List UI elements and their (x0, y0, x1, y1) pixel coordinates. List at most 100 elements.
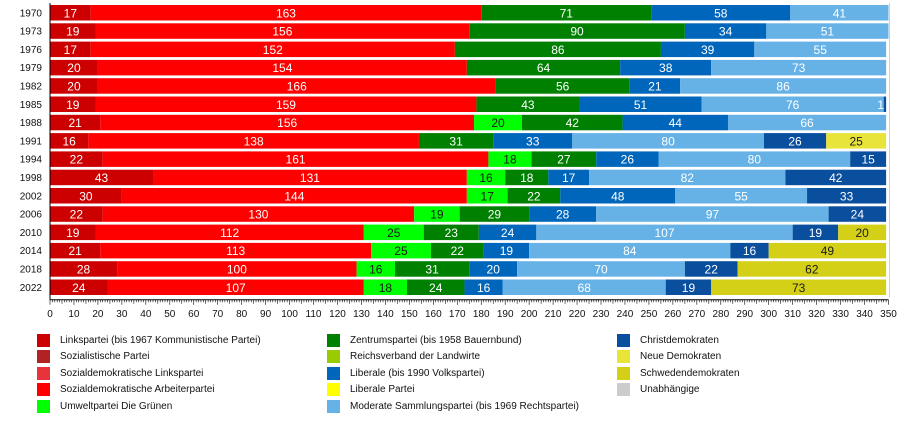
bar-row-2022: 2022 24 107 18 24 16 68 19 73 (20, 279, 887, 297)
bar-segment-V (50, 5, 91, 21)
bar-segment-V (50, 188, 122, 204)
data-label: 18 (379, 281, 393, 295)
year-label: 1991 (20, 136, 43, 147)
bar-segment-MP (488, 151, 532, 167)
bar-segment-V (50, 41, 91, 58)
legend-swatch (327, 350, 340, 363)
bar-segment-V (50, 279, 108, 295)
bar-segment-C (481, 5, 652, 21)
bar-segment-V (50, 23, 96, 39)
legend-label: Sozialdemokratische Linkspartei (60, 367, 204, 379)
bar-segment-M (701, 96, 884, 112)
data-label: 31 (425, 262, 439, 276)
bar-segment-KD (883, 96, 887, 112)
legend-label: Zentrumspartei (bis 1958 Bauernbund) (350, 334, 522, 346)
bar-segment-V (50, 114, 101, 131)
legend-label: Moderate Sammlungspartei (bis 1969 Recht… (350, 400, 579, 412)
x-tick-label: 40 (140, 309, 152, 320)
bar-segment-V (50, 151, 103, 167)
legend-swatch (37, 333, 50, 347)
data-label: 29 (488, 208, 502, 222)
bar-segment-S (95, 224, 364, 241)
data-label: 17 (562, 171, 576, 185)
x-tick-label: 180 (473, 309, 490, 320)
bar-segment-L (651, 5, 791, 21)
bar-segment-MP (414, 206, 460, 222)
data-label: 20 (67, 61, 81, 75)
legend-swatch (37, 399, 50, 413)
x-tick-label: 240 (617, 309, 634, 320)
bar-segment-MP (371, 242, 431, 259)
data-label: 68 (578, 281, 592, 295)
data-label: 26 (621, 153, 635, 167)
bar-segment-L (464, 279, 503, 295)
bar-segment-C (476, 96, 580, 112)
bar-segment-C (521, 114, 623, 131)
bar-segment-NyD (826, 133, 887, 149)
bar-segment-V (50, 78, 98, 94)
data-label: 19 (500, 244, 514, 258)
bar-segment-M (596, 206, 829, 222)
data-label: 34 (719, 25, 733, 39)
data-label: 19 (809, 226, 823, 240)
data-label: 21 (648, 79, 662, 93)
data-label: 97 (706, 208, 720, 222)
bar-segment-MP (466, 169, 506, 186)
bar-segment-MP (356, 261, 395, 277)
data-label: 42 (829, 171, 843, 185)
bar-segment-S (102, 151, 489, 167)
bar-segment-L (529, 206, 597, 222)
bar-segment-C (531, 151, 597, 167)
bar-segment-S (117, 261, 357, 277)
legend-item-RL: Reichsverband der Landwirte (327, 349, 480, 365)
bar-row-1994: 1994 22 161 18 27 26 80 15 (20, 151, 887, 169)
x-tick-label: 20 (92, 309, 104, 320)
bar-segment-KD (684, 261, 738, 277)
x-tick-label: 350 (880, 309, 897, 320)
legend-label: Sozialdemokratische Arbeiterpartei (60, 384, 215, 395)
data-label: 22 (451, 244, 465, 258)
bar-row-1998: 1998 43 131 16 18 17 82 42 (20, 169, 887, 188)
data-label: 25 (394, 244, 408, 258)
legend-swatch (327, 366, 340, 380)
data-label: 19 (430, 208, 444, 222)
data-label: 55 (734, 189, 748, 203)
legend-item-LP: Liberale Partei (327, 382, 414, 398)
year-label: 1973 (20, 27, 43, 38)
data-label: 16 (479, 171, 493, 185)
x-tick-label: 290 (736, 309, 753, 320)
bar-segment-C (430, 242, 484, 259)
x-tick-label: 110 (306, 309, 322, 320)
year-label: 2018 (20, 264, 43, 275)
legend-item-KD: Christdemokraten (617, 332, 719, 348)
data-label: 24 (72, 281, 86, 295)
legend-swatch (37, 383, 50, 396)
bar-segment-S (90, 41, 455, 58)
data-label: 20 (487, 262, 501, 276)
year-label: 1988 (20, 118, 43, 129)
data-label: 58 (714, 6, 728, 20)
legend-swatch (327, 383, 340, 396)
year-label: 2002 (20, 191, 43, 202)
bar-segment-M (529, 242, 731, 259)
legend-label: Unabhängige (640, 384, 700, 395)
data-label: 71 (560, 6, 574, 20)
data-label: 64 (537, 61, 551, 75)
legend-swatch (617, 350, 630, 363)
legend-label: Christdemokraten (640, 334, 719, 346)
bar-segment-L (548, 169, 590, 186)
bar-segment-M (766, 23, 889, 39)
x-tick-label: 220 (569, 309, 586, 320)
data-label: 159 (276, 98, 296, 112)
data-label: 31 (449, 134, 463, 148)
data-label: 26 (788, 134, 802, 148)
bar-segment-M (572, 133, 764, 149)
bar-segment-L (684, 23, 767, 39)
data-label: 76 (786, 98, 800, 112)
bar-segment-SD (737, 261, 887, 277)
bar-row-1970: 1970 17 163 71 58 41 (20, 5, 889, 23)
x-tick-label: 190 (497, 309, 514, 320)
data-label: 19 (66, 98, 80, 112)
x-tick-label: 120 (329, 309, 346, 320)
